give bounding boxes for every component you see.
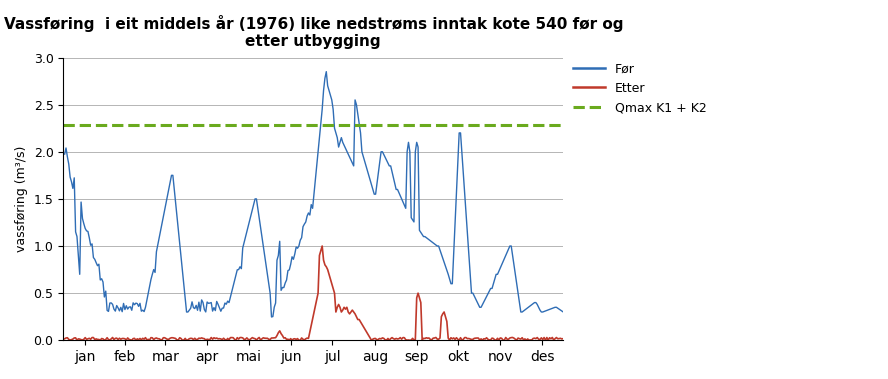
- Før: [165, 180, 176, 185]
- Etter: [165, 336, 176, 340]
- Etter: [59, 337, 70, 341]
- Etter: [489, 338, 500, 342]
- Qmax K1 + K2: [59, 123, 70, 128]
- Etter: [558, 336, 568, 341]
- Før: [258, 244, 268, 248]
- Etter: [366, 338, 377, 343]
- Etter: [258, 335, 268, 340]
- Line: Før: Før: [65, 72, 563, 317]
- Etter: [196, 335, 207, 340]
- Før: [266, 315, 277, 319]
- Før: [537, 310, 548, 314]
- Før: [321, 69, 331, 74]
- Y-axis label: vassføring (m³/s): vassføring (m³/s): [15, 146, 28, 252]
- Qmax K1 + K2: [58, 123, 68, 128]
- Etter: [537, 337, 548, 342]
- Legend: Før, Etter, Qmax K1 + K2: Før, Etter, Qmax K1 + K2: [568, 58, 711, 119]
- Før: [489, 277, 500, 281]
- Line: Etter: Etter: [65, 246, 563, 340]
- Før: [196, 298, 207, 302]
- Før: [558, 310, 568, 314]
- Etter: [317, 244, 328, 248]
- Før: [59, 152, 70, 157]
- Før: [261, 263, 272, 267]
- Etter: [261, 336, 272, 341]
- Title: Vassføring  i eit middels år (1976) like nedstrøms inntak kote 540 før og
etter : Vassføring i eit middels år (1976) like …: [4, 15, 623, 49]
